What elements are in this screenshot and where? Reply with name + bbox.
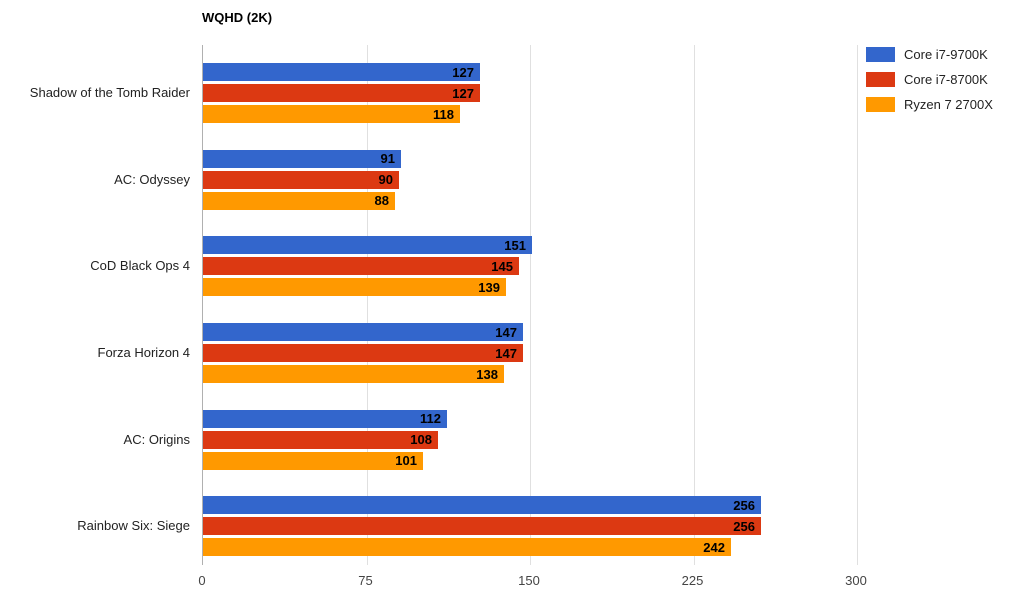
bar-ryzen-7-2700x[interactable]: 101 [203,451,423,470]
legend-swatch [866,47,895,62]
plot-area: 127 127 118 91 90 88 151 145 139 147 147 138 112 108 1… [202,45,1013,565]
gridline [367,45,368,565]
legend-item-core-i7-9700k: Core i7-9700K [866,47,993,62]
bar-value-label: 145 [491,258,513,274]
x-axis-tick-label: 150 [518,573,540,588]
legend-item-core-i7-8700k: Core i7-8700K [866,72,993,87]
bar-ryzen-7-2700x[interactable]: 88 [203,191,395,210]
bar-value-label: 118 [433,106,454,122]
bar-value-label: 256 [733,518,755,534]
legend-label: Core i7-8700K [904,72,988,87]
bar-core-i7-8700k[interactable]: 108 [203,430,438,449]
bar-core-i7-8700k[interactable]: 90 [203,170,399,189]
x-axis-tick-label: 225 [681,573,704,588]
bar-value-label: 151 [504,237,526,253]
bar-core-i7-8700k[interactable]: 147 [203,344,523,362]
bar-ryzen-7-2700x[interactable]: 138 [203,365,504,383]
category-label: Shadow of the Tomb Raider [29,85,190,100]
bar-value-label: 108 [410,432,432,448]
bar-value-label: 90 [378,172,393,188]
bar-core-i7-8700k[interactable]: 127 [203,84,480,102]
category-label: CoD Black Ops 4 [90,258,190,274]
x-axis-tick-label: 0 [198,573,206,588]
bar-value-label: 242 [703,539,725,555]
bar-core-i7-9700k[interactable]: 147 [203,323,523,341]
x-axis-tick-label: 75 [358,573,373,588]
bar-value-label: 147 [495,345,517,361]
x-axis-tick-label: 300 [845,573,867,588]
category-label: AC: Odyssey [114,171,190,187]
gridline [857,45,858,565]
bar-value-label: 88 [374,193,389,209]
legend-label: Core i7-9700K [904,47,988,62]
category-label: Forza Horizon 4 [97,345,190,360]
bar-ryzen-7-2700x[interactable]: 242 [203,538,731,557]
category-label: Rainbow Six: Siege [77,518,190,534]
legend-item-ryzen-7-2700x: Ryzen 7 2700X [866,97,993,112]
bar-ryzen-7-2700x[interactable]: 139 [203,278,506,297]
bar-core-i7-9700k[interactable]: 256 [203,496,761,515]
legend-swatch [866,72,895,87]
bar-core-i7-9700k[interactable]: 91 [203,149,401,168]
bar-value-label: 147 [495,324,517,340]
bar-value-label: 139 [478,279,500,295]
category-label: AC: Origins [123,431,190,447]
bar-core-i7-9700k[interactable]: 151 [203,236,532,255]
bar-core-i7-8700k[interactable]: 145 [203,257,519,276]
bar-value-label: 91 [380,151,395,167]
bar-ryzen-7-2700x[interactable]: 118 [203,105,460,123]
gridline [694,45,695,565]
bar-value-label: 127 [452,64,474,80]
bar-value-label: 127 [452,85,474,101]
chart-title: WQHD (2K) [202,10,273,25]
legend: Core i7-9700K Core i7-8700K Ryzen 7 2700X [866,47,993,122]
bar-value-label: 256 [733,497,755,513]
bar-value-label: 101 [395,453,417,469]
bar-value-label: 112 [420,411,441,427]
legend-label: Ryzen 7 2700X [904,97,993,112]
gridline [530,45,531,565]
bar-core-i7-9700k[interactable]: 127 [203,63,480,81]
bar-core-i7-8700k[interactable]: 256 [203,517,761,536]
bar-core-i7-9700k[interactable]: 112 [203,409,447,428]
bar-value-label: 138 [476,366,498,382]
legend-swatch [866,97,895,112]
